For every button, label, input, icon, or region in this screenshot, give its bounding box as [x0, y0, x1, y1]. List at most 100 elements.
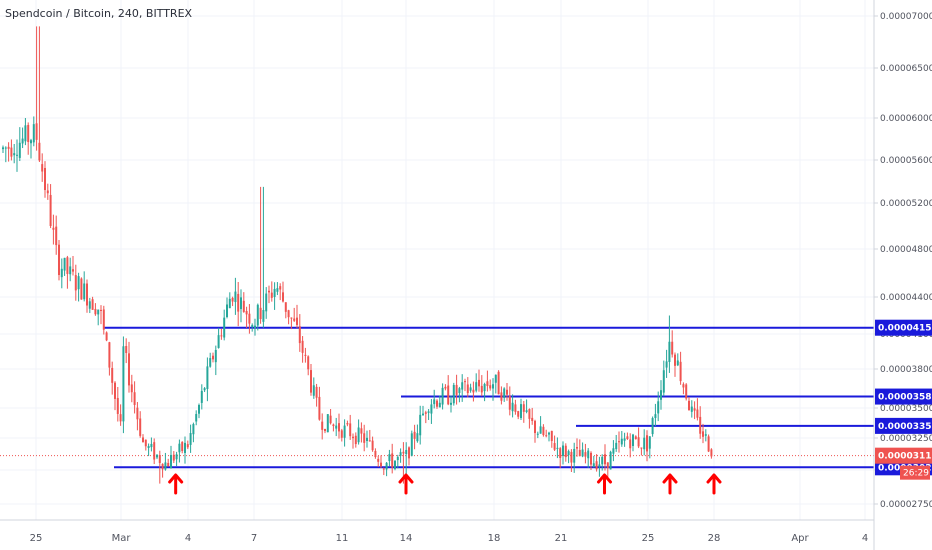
candle-body — [217, 335, 220, 348]
candle-body — [125, 346, 128, 354]
candle-body — [419, 414, 422, 436]
candle-body — [595, 461, 598, 470]
candle-body — [676, 360, 679, 366]
candle-body — [18, 142, 21, 158]
candle-body — [147, 446, 150, 448]
chart-grid — [0, 0, 874, 520]
horizontal-levels[interactable] — [0, 326, 874, 469]
candle-body — [559, 448, 562, 458]
candle-body — [111, 367, 114, 383]
y-tick-label: 0.00006500 — [880, 64, 932, 74]
level-price-label: 0.00003351 — [875, 417, 932, 434]
candle-body — [511, 402, 514, 412]
candle-body — [668, 341, 671, 362]
candle-body — [192, 424, 195, 435]
candle-body — [620, 438, 623, 445]
up-arrow-icon — [597, 473, 612, 495]
candle-body — [396, 456, 399, 461]
candle-body — [346, 423, 349, 425]
candle-body — [240, 297, 242, 310]
candle-body — [461, 382, 464, 390]
candle-body — [394, 460, 396, 469]
candle-body — [228, 298, 231, 309]
candle-body — [388, 454, 391, 462]
candle-body — [492, 384, 494, 389]
candle-body — [74, 275, 77, 291]
candle-body — [704, 434, 707, 436]
candle-body — [662, 370, 665, 393]
candle-body — [83, 283, 86, 300]
svg-text:0.00003351: 0.00003351 — [878, 422, 932, 432]
candle-body — [520, 404, 522, 419]
candle-body — [531, 417, 534, 422]
candle-body — [450, 402, 452, 405]
candle-body — [497, 371, 500, 395]
candle-body — [133, 392, 136, 405]
candle-body — [13, 153, 16, 156]
candle-body — [654, 414, 657, 418]
candle-body — [469, 387, 472, 391]
candle-body — [391, 453, 394, 468]
y-tick-label: 0.00004400 — [880, 293, 932, 303]
candle-body — [382, 468, 385, 470]
candle-body — [287, 310, 290, 318]
candle-body — [536, 433, 539, 435]
candle-body — [646, 435, 648, 452]
candle-body — [357, 427, 360, 443]
level-price-label: 0.00004151 — [875, 319, 932, 336]
candle-body — [592, 463, 595, 468]
candle-body — [270, 292, 273, 298]
candle-body — [231, 297, 234, 302]
candle-body — [7, 146, 10, 149]
candle-body — [273, 288, 276, 298]
candle-body — [16, 154, 18, 156]
svg-text:0.00003112: 0.00003112 — [878, 452, 932, 462]
candle-body — [100, 309, 102, 311]
chart-title: Spendcoin / Bitcoin, 240, BITTREX — [5, 7, 193, 20]
candle-body — [466, 384, 469, 394]
x-tick-label: 28 — [708, 533, 721, 544]
candle-body — [10, 147, 13, 157]
candle-body — [340, 430, 343, 438]
candle-body — [2, 147, 4, 150]
candle-body — [399, 452, 402, 456]
y-tick-label: 0.00004800 — [880, 245, 932, 255]
candle-body — [452, 384, 455, 404]
candle-body — [86, 283, 88, 306]
candle-body — [184, 442, 186, 453]
candle-body — [114, 382, 116, 399]
candle-body — [200, 390, 203, 403]
candle-body — [710, 449, 713, 457]
level-price-label: 0.00003588 — [875, 388, 932, 405]
candle-body — [226, 304, 228, 318]
candle-body — [486, 381, 489, 387]
candle-body — [679, 361, 682, 382]
candle-body — [276, 288, 279, 292]
candle-body — [293, 318, 296, 321]
candle-body — [268, 290, 270, 293]
candle-body — [629, 439, 632, 449]
up-arrow-icon — [706, 473, 722, 495]
candle-body — [298, 326, 301, 344]
candle-body — [296, 317, 298, 325]
candle-body — [366, 437, 368, 441]
candle-body — [72, 269, 74, 272]
candle-body — [578, 449, 581, 457]
candle-body — [534, 420, 536, 434]
candle-body — [671, 341, 674, 355]
candle-body — [307, 356, 310, 370]
candle-body — [657, 401, 660, 414]
candle-body — [198, 404, 200, 414]
candle-body — [158, 455, 161, 463]
candle-body — [643, 437, 646, 450]
candle-body — [587, 450, 590, 459]
candle-countdown: 26:29 — [900, 465, 930, 480]
candle-body — [259, 307, 262, 320]
candle-body — [279, 286, 282, 290]
candle-body — [581, 449, 584, 457]
svg-text:0.00004151: 0.00004151 — [878, 324, 932, 334]
candle-body — [60, 268, 63, 278]
y-tick-label: 0.00003800 — [880, 365, 932, 375]
candle-body — [170, 454, 172, 469]
